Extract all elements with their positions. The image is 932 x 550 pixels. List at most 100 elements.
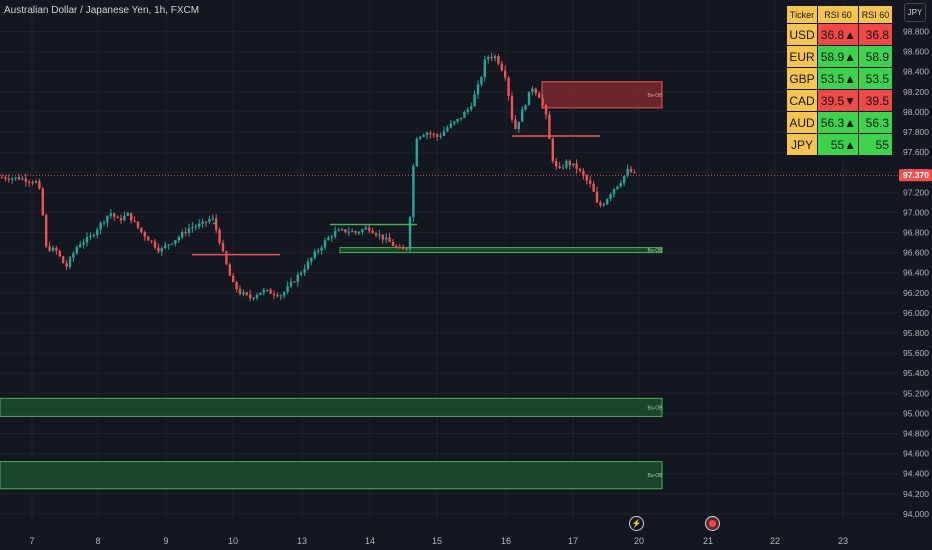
candle-body bbox=[368, 227, 371, 231]
candle-body bbox=[89, 235, 92, 237]
candle-body bbox=[415, 138, 418, 167]
y-tick-label: 98.800 bbox=[903, 27, 929, 37]
candle-body bbox=[548, 114, 551, 139]
candle-body bbox=[493, 56, 497, 59]
x-tick-label: 15 bbox=[432, 536, 442, 546]
rsi-row-aud: AUD 56.3▲ 56.3 bbox=[786, 111, 893, 134]
candle-body bbox=[177, 237, 180, 241]
y-tick-label: 96.800 bbox=[903, 228, 929, 238]
candle-body bbox=[538, 93, 541, 98]
candle-body bbox=[62, 256, 65, 264]
x-tick-label: 22 bbox=[770, 536, 780, 546]
candle-body bbox=[41, 188, 44, 216]
y-tick-label: 98.600 bbox=[903, 47, 929, 57]
candle-body bbox=[626, 169, 629, 176]
candle-body bbox=[337, 229, 340, 232]
order-block-label: Bu-OB bbox=[647, 405, 663, 411]
candle-body bbox=[14, 177, 17, 179]
candle-body bbox=[310, 257, 313, 262]
candle-body bbox=[327, 237, 330, 241]
candle-body bbox=[24, 178, 27, 182]
lightning-icon[interactable]: ⚡ bbox=[629, 516, 644, 531]
candle-body bbox=[296, 274, 299, 282]
candle-body bbox=[232, 275, 235, 282]
candle-body bbox=[167, 244, 170, 246]
candle-body bbox=[48, 246, 51, 251]
event-flag-icon[interactable] bbox=[705, 516, 720, 531]
rsi-value-cell: 36.8▲ bbox=[817, 23, 859, 46]
y-tick-label: 94.200 bbox=[903, 489, 929, 499]
candle-body bbox=[473, 94, 476, 107]
x-tick-label: 17 bbox=[568, 536, 578, 546]
candle-body bbox=[592, 183, 595, 192]
ticker-cell: GBP bbox=[786, 67, 818, 90]
candle-body bbox=[211, 218, 214, 220]
candle-body bbox=[320, 247, 323, 251]
candle-body bbox=[517, 121, 520, 130]
candle-body bbox=[31, 182, 34, 184]
candle-body bbox=[395, 245, 398, 248]
candle-body bbox=[235, 281, 238, 290]
candle-body bbox=[609, 194, 612, 199]
y-tick-label: 95.600 bbox=[903, 348, 929, 358]
candle-body bbox=[160, 247, 163, 252]
order-block-label: Be-OB bbox=[647, 93, 663, 99]
rsi-value-cell: 53.5 bbox=[858, 67, 893, 90]
candle-body bbox=[245, 292, 248, 295]
candle-body bbox=[198, 223, 201, 227]
candle-body bbox=[313, 251, 316, 258]
candle-body bbox=[419, 136, 422, 139]
candle-body bbox=[238, 289, 242, 295]
rsi-value-cell: 58.9▲ bbox=[817, 45, 859, 68]
ticker-cell: JPY bbox=[786, 133, 818, 156]
candle-body bbox=[143, 231, 146, 237]
candle-body bbox=[184, 231, 187, 234]
ticker-cell: EUR bbox=[786, 45, 818, 68]
candle-body bbox=[300, 272, 303, 275]
candle-body bbox=[306, 261, 310, 270]
candle-body bbox=[252, 297, 255, 299]
candle-body bbox=[599, 202, 602, 206]
candle-body bbox=[68, 257, 72, 267]
candle-body bbox=[459, 117, 463, 119]
candle-body bbox=[504, 70, 507, 78]
x-tick-label: 9 bbox=[163, 536, 168, 546]
candle-body bbox=[374, 233, 378, 236]
rsi-value-cell: 56.3▲ bbox=[817, 111, 859, 134]
candle-body bbox=[147, 236, 150, 241]
rsi-row-cad: CAD 39.5▼ 39.5 bbox=[786, 89, 893, 112]
candle-body bbox=[194, 226, 197, 228]
candle-body bbox=[28, 181, 31, 183]
candle-body bbox=[405, 248, 408, 250]
candle-body bbox=[126, 212, 129, 216]
candle-body bbox=[422, 135, 425, 137]
rsi-row-gbp: GBP 53.5▲ 53.5 bbox=[786, 67, 893, 90]
candle-body bbox=[425, 132, 429, 136]
candle-body bbox=[85, 236, 89, 243]
candle-body bbox=[242, 292, 245, 295]
order-block-zone bbox=[339, 247, 663, 254]
candle-body bbox=[544, 105, 548, 115]
candle-body bbox=[276, 295, 279, 297]
y-tick-label: 96.600 bbox=[903, 248, 929, 258]
y-tick-label: 97.600 bbox=[903, 147, 929, 157]
candle-body bbox=[58, 250, 61, 257]
candle-body bbox=[323, 240, 327, 248]
candle-body bbox=[289, 281, 293, 287]
x-tick-label: 23 bbox=[838, 536, 848, 546]
header-ticker: Ticker bbox=[786, 5, 818, 24]
rsi-value-cell: 36.8 bbox=[858, 23, 893, 46]
candle-body bbox=[45, 215, 48, 247]
candle-body bbox=[191, 227, 194, 229]
candle-body bbox=[531, 88, 534, 92]
candle-body bbox=[113, 213, 116, 217]
candle-body bbox=[466, 109, 469, 112]
candle-body bbox=[133, 220, 136, 222]
currency-button[interactable]: JPY bbox=[904, 3, 926, 22]
candle-body bbox=[483, 59, 486, 78]
x-tick-label: 20 bbox=[634, 536, 644, 546]
order-block-label: Bu-OB bbox=[647, 473, 663, 479]
candle-body bbox=[412, 166, 415, 218]
rsi-table: Ticker RSI 60 RSI 60 USD 36.8▲ 36.8 EUR … bbox=[786, 5, 893, 156]
